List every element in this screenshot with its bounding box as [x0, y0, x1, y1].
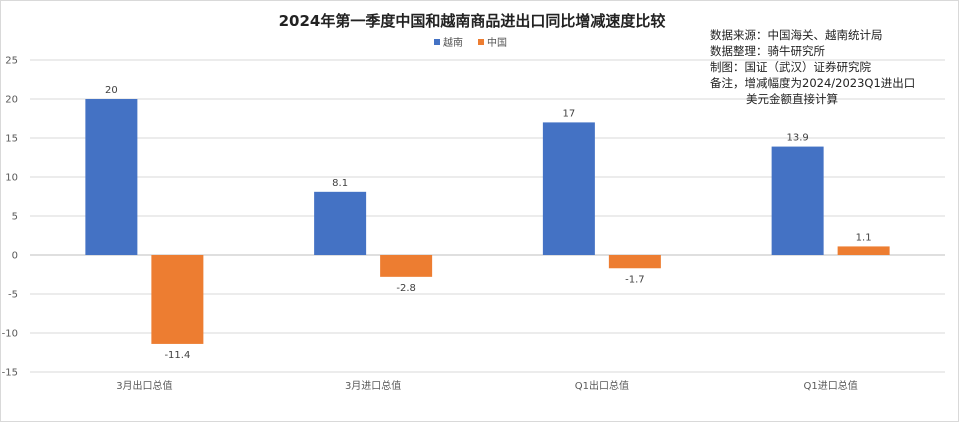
- legend: 越南 中国: [434, 36, 507, 49]
- y-axis-ticks: 25 20 15 10 5 0 -5 -10 -15: [2, 56, 18, 379]
- bar-china: [380, 255, 433, 277]
- chart-title: 2024年第一季度中国和越南商品进出口同比增减速度比较: [279, 12, 666, 30]
- y-tick-label: 25: [5, 56, 18, 67]
- note-line: 数据整理：骑牛研究所: [710, 44, 825, 58]
- x-category-label: Q1出口总值: [575, 379, 629, 392]
- data-label: 17: [563, 108, 576, 119]
- note-line: 美元金额直接计算: [746, 92, 838, 106]
- y-tick-label: 15: [5, 134, 18, 145]
- legend-label: 中国: [487, 36, 507, 49]
- legend-swatch: [478, 39, 484, 45]
- data-label: 8.1: [332, 178, 348, 189]
- note-line: 制图：国证（武汉）证券研究院: [710, 60, 871, 74]
- bar-vietnam: [542, 122, 595, 256]
- bar-vietnam: [314, 191, 367, 255]
- y-tick-label: 5: [12, 212, 18, 223]
- data-label: -11.4: [164, 350, 190, 361]
- bar-china: [837, 246, 890, 255]
- legend-label: 越南: [443, 36, 463, 49]
- data-label: -1.7: [625, 274, 645, 285]
- source-notes: 数据来源：中国海关、越南统计局数据整理：骑牛研究所制图：国证（武汉）证券研究院备…: [710, 28, 915, 106]
- x-axis-categories: 3月出口总值 3月进口总值 Q1出口总值 Q1进口总值: [116, 379, 858, 392]
- x-category-label: 3月进口总值: [345, 379, 401, 392]
- data-label: 20: [105, 85, 118, 96]
- bar-vietnam: [771, 146, 824, 255]
- data-labels: 20 -11.4 8.1 -2.8 17 -1.7 13.9 1.1: [105, 85, 872, 361]
- x-category-label: 3月出口总值: [116, 379, 172, 392]
- x-category-label: Q1进口总值: [804, 379, 858, 392]
- y-tick-label: 10: [5, 173, 18, 184]
- y-tick-label: -10: [2, 329, 18, 340]
- y-tick-label: 0: [12, 251, 18, 262]
- legend-swatch: [434, 39, 440, 45]
- data-label: -2.8: [396, 283, 416, 294]
- bar-china: [151, 255, 204, 344]
- note-line: 备注，增减幅度为2024/2023Q1进出口: [710, 76, 915, 90]
- data-label: 13.9: [786, 133, 808, 144]
- note-line: 数据来源：中国海关、越南统计局: [710, 28, 883, 42]
- bars: [85, 99, 890, 344]
- y-tick-label: -5: [8, 290, 18, 301]
- bar-china: [608, 255, 661, 269]
- bar-vietnam: [85, 99, 138, 255]
- y-tick-label: 20: [5, 95, 18, 106]
- data-label: 1.1: [856, 232, 872, 243]
- y-tick-label: -15: [2, 368, 18, 379]
